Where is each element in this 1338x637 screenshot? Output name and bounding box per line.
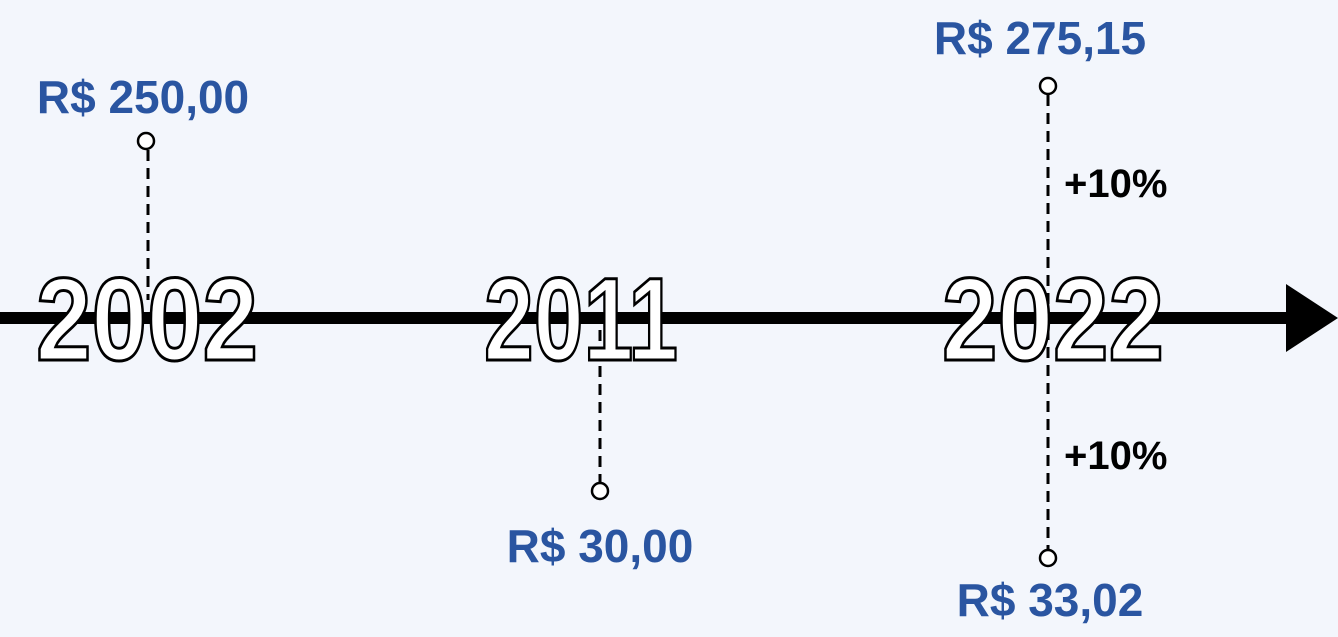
price-label: R$ 33,02 [957,574,1144,626]
timeline-axis [0,312,1295,324]
year-label: 2002 [36,254,258,386]
change-label: +10% [1064,434,1167,478]
marker-dot [1038,76,1058,96]
year-label: 2022 [942,254,1164,386]
price-label: R$ 275,15 [934,12,1146,64]
axis-arrow [1286,284,1338,352]
marker-dot [1038,548,1058,568]
change-label: +10% [1064,162,1167,206]
marker-dot [136,131,156,151]
price-label: R$ 250,00 [37,71,249,123]
year-label: 2011 [484,254,678,386]
marker-dot [590,481,610,501]
price-label: R$ 30,00 [507,520,694,572]
